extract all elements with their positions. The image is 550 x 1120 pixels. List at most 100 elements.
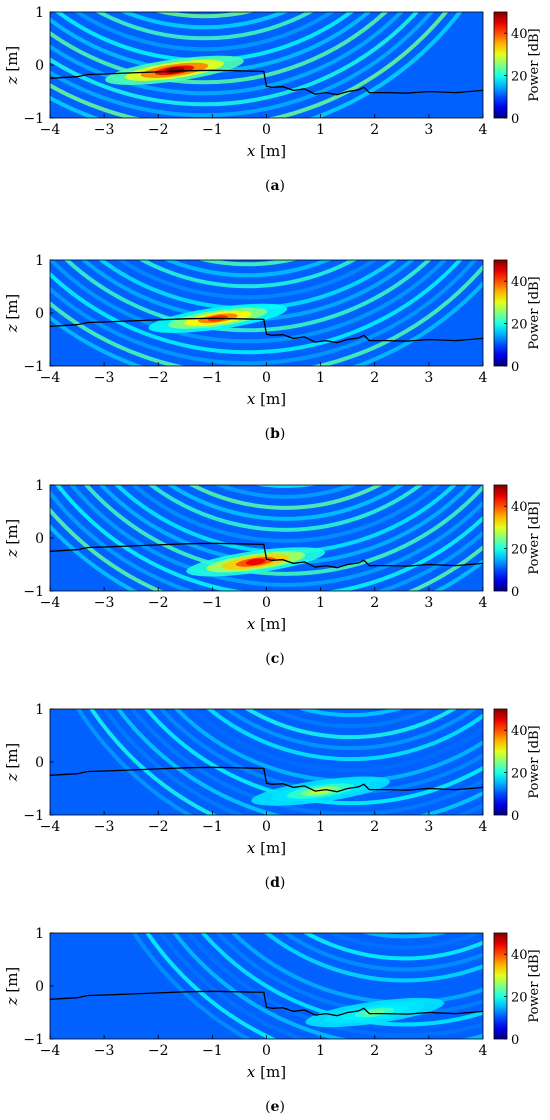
x-tick-label: 1	[316, 370, 325, 386]
colorbar-tick-label: 0	[511, 1033, 519, 1048]
heatmap-arc-band	[302, 933, 483, 961]
y-tick-label: −1	[23, 359, 44, 375]
x-tick-label: 4	[479, 819, 488, 835]
colorbar	[493, 484, 508, 592]
heatmap-arc-band	[186, 933, 483, 1038]
surface-profile-line	[50, 990, 483, 1017]
x-tick-label: 0	[262, 819, 271, 835]
y-tick-label: 0	[35, 531, 44, 547]
heatmap-arc-band	[50, 12, 389, 85]
x-tick-label: −4	[40, 122, 61, 138]
y-axis-variable: z	[3, 324, 21, 333]
heatmap-arc-band	[130, 485, 441, 543]
heatmap-area	[50, 485, 483, 591]
y-tick-label: −1	[23, 584, 44, 600]
surface-profile-line	[50, 542, 483, 569]
subfigure-caption: (e)	[265, 1099, 285, 1115]
y-tick-label: 1	[35, 253, 44, 269]
x-tick-label: 2	[370, 370, 379, 386]
heatmap-arc-band	[253, 485, 318, 488]
y-axis-title: z [m]	[3, 743, 21, 783]
y-tick-label: 1	[35, 926, 44, 942]
colorbar-tick-label: 40	[511, 27, 528, 42]
colorbar-title: Power [dB]	[527, 501, 542, 574]
colorbar-tick-label: 40	[511, 724, 528, 739]
y-axis-title: z [m]	[3, 294, 21, 334]
x-tick-label: 3	[424, 595, 433, 611]
heatmap-area	[50, 260, 483, 366]
subfigure-caption: (a)	[265, 178, 285, 194]
x-tick-label: 3	[424, 1043, 433, 1059]
heatmap-arc-band	[129, 709, 483, 815]
heatmap-area	[50, 933, 483, 1039]
heatmap-arc-band	[360, 933, 449, 939]
colorbar-tick-label: 20	[511, 318, 528, 333]
heatmap-arc-band	[206, 709, 483, 762]
heatmap-area	[50, 709, 483, 815]
x-axis-variable: x	[247, 839, 256, 857]
colorbar-tick-label: 40	[511, 275, 528, 290]
x-tick-label: −3	[94, 819, 115, 835]
x-tick-label: −3	[94, 595, 115, 611]
subfigure-caption: (c)	[265, 651, 284, 667]
heatmap-arc-band	[13, 0, 395, 5]
colorbar-title: Power [dB]	[527, 28, 542, 101]
x-axis-title: x [m]	[247, 615, 286, 633]
heatmap-arc-band	[69, 485, 483, 587]
y-tick-label: 0	[35, 306, 44, 322]
colorbar-title: Power [dB]	[527, 276, 542, 349]
heatmap-arc-band	[189, 709, 483, 773]
y-tick-label: −1	[23, 111, 44, 127]
y-axis-variable: z	[3, 773, 21, 782]
x-tick-label: −1	[202, 122, 223, 138]
x-tick-label: −2	[148, 819, 169, 835]
x-tick-label: 2	[370, 1043, 379, 1059]
colorbar-tick-label: 20	[511, 767, 528, 782]
x-tick-label: 4	[479, 1043, 488, 1059]
heatmap-arc-band	[266, 709, 435, 729]
y-axis-title: z [m]	[3, 46, 21, 86]
x-tick-label: 1	[316, 595, 325, 611]
x-axis-variable: x	[247, 390, 256, 408]
heatmap-arc-band	[73, 12, 336, 52]
x-axis-variable: x	[247, 142, 256, 160]
heatmap-arc-band	[117, 260, 379, 300]
y-axis-variable: z	[3, 997, 21, 1006]
y-axis-unit: [m]	[3, 967, 21, 998]
x-tick-label: −2	[148, 1043, 169, 1059]
heatmap-arc-band	[197, 260, 298, 267]
colorbar-tick-label: 0	[511, 809, 519, 824]
x-tick-label: −1	[202, 819, 223, 835]
x-axis-title: x [m]	[247, 390, 286, 408]
x-tick-label: −2	[148, 595, 169, 611]
heatmap-arc-band	[63, 260, 432, 333]
x-tick-label: 4	[479, 595, 488, 611]
x-tick-label: −1	[202, 1043, 223, 1059]
colorbar	[493, 708, 508, 816]
x-tick-label: 2	[370, 122, 379, 138]
heatmap-arc-band	[200, 933, 483, 1027]
y-tick-label: 0	[35, 755, 44, 771]
heatmap-arc-band	[188, 485, 384, 510]
heatmap-arc-band	[326, 933, 483, 950]
heatmap-arc-band	[50, 12, 435, 118]
y-axis-unit: [m]	[3, 519, 21, 550]
x-axis-unit: [m]	[255, 615, 286, 633]
colorbar-tick-label: 0	[511, 360, 519, 375]
x-axis-unit: [m]	[255, 142, 286, 160]
y-axis-unit: [m]	[3, 46, 21, 77]
x-tick-label: 4	[479, 370, 488, 386]
x-tick-label: −3	[94, 370, 115, 386]
x-tick-label: 2	[370, 595, 379, 611]
x-axis-title: x [m]	[247, 142, 286, 160]
heatmap-arc-band	[138, 260, 358, 289]
y-tick-label: 0	[35, 979, 44, 995]
heatmap-arc-band	[50, 260, 448, 344]
colorbar-title: Power [dB]	[527, 725, 542, 798]
x-tick-label: −2	[148, 370, 169, 386]
surface-profile-line	[50, 317, 483, 344]
